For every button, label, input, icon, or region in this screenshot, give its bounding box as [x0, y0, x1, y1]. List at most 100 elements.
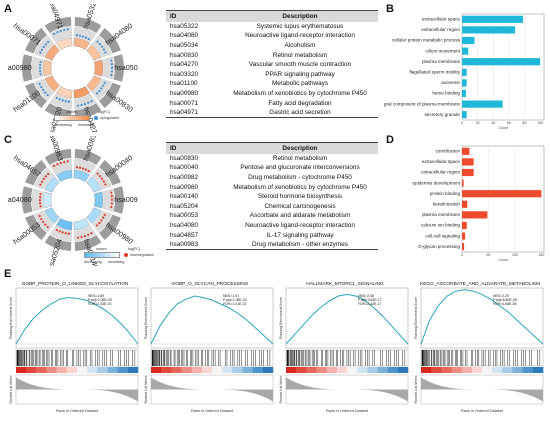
gsea-rank-color-cell: [357, 367, 368, 373]
circos-gene-dot: [47, 172, 50, 176]
gsea-rank-color-cell: [252, 367, 264, 373]
circos-gene-dot: [84, 168, 88, 171]
circos-zscore-segment: [86, 75, 102, 92]
gsea-es-frame: [285, 287, 409, 349]
table-row: hsa00140 Steroid hormone biosynthesis: [166, 192, 378, 202]
circos-gene-dot: [110, 66, 114, 69]
circos-gene-dot: [59, 29, 62, 33]
circos-outer-segment: [44, 17, 72, 34]
circos-gene-dot: [110, 191, 113, 194]
circos-gene-dot: [84, 36, 88, 39]
bar: [462, 147, 470, 155]
circos-gene-dot: [96, 40, 99, 43]
circos-gene-dot: [42, 88, 45, 92]
circos-gene-dot: [39, 192, 42, 196]
table-row: hsa00830 Retinol metabolism: [166, 154, 378, 164]
gsea-rank-color-cell: [201, 367, 213, 373]
gsea-nes: NES=1.91: [223, 294, 239, 298]
gsea-es-line: [420, 289, 544, 345]
gsea-rank-color-cell: [471, 367, 483, 373]
gsea-y-label-top: Running Enrichment Score: [414, 297, 418, 339]
kegg-table-a: ID Description hsa05322 Systemic lupus er…: [166, 10, 378, 118]
circos-pathway-label: hsa05034: [114, 63, 138, 72]
circos-track-segment: [102, 188, 115, 212]
circos-gene-dot: [38, 67, 42, 70]
table-row: hsa04080 Neuroactive ligand-receptor inte…: [166, 31, 378, 41]
circos-gene-dot: [75, 34, 79, 37]
gsea-rank-color-cell: [482, 367, 493, 373]
bar-x-tick-label: 150: [538, 253, 544, 257]
gsea-es-frame: [420, 287, 544, 349]
circos-pathway-label: hsa00980: [8, 63, 32, 72]
table-a-description-cell: Fatty acid degradation: [268, 99, 332, 107]
bar-category-label: extracellular space: [422, 159, 461, 164]
bar-chart-b: 0 20 40 60 80 100 extracellular space extracell…: [384, 13, 545, 130]
gsea-fdr: FDR=1.01E-02: [223, 302, 246, 306]
bar-category-label: keratinization: [433, 202, 461, 207]
gsea-rank-color-cell: [87, 367, 98, 373]
circos-zscore-segment: [56, 218, 73, 231]
circos-gene-dot: [42, 177, 45, 181]
table-a-description-cell: Systemic lupus erythematosus: [256, 22, 344, 30]
bar-x-tick-label: 0: [461, 121, 463, 125]
gsea-x-label: Rank in Ordered Dataset: [326, 409, 369, 413]
circos-zscore-segment: [56, 169, 73, 182]
table-c-description-cell: Steroid hormone biosynthesis: [257, 193, 343, 201]
table-row: hsa00982 Drug metabolism - cytochrome P45…: [166, 173, 378, 183]
legend-c-fc-title: log(FC): [128, 247, 140, 251]
table-row: hsa00071 Fatty acid degradation: [166, 98, 378, 108]
gsea-rank-color-cell: [66, 367, 78, 373]
table-a-id-cell: hsa00980: [170, 89, 199, 97]
table-row: hsa04971 Gastric acid secretion: [166, 107, 378, 118]
legend-c: zscore decreasing increasing log(FC) dow…: [84, 247, 204, 269]
table-c-description-cell: Drug metabolism - other enzymes: [222, 239, 378, 250]
circos-zscore-segment: [86, 207, 102, 224]
circos-gene-dot: [96, 172, 99, 175]
bar-category-label: cell-cell signaling: [425, 233, 460, 238]
circos-gene-dot: [98, 174, 101, 178]
gsea-metric-area: [16, 377, 138, 402]
table-row: hsa00830 Retinol metabolism: [166, 50, 378, 60]
circos-gene-dot: [47, 40, 50, 44]
gsea-y-label-bottom: Ranked List Metric: [9, 375, 13, 403]
circos-zscore-segment: [42, 59, 53, 77]
circos-gene-dot: [110, 70, 113, 73]
circos-gene-dot: [39, 183, 42, 186]
circos-gene-dot: [55, 96, 58, 100]
circos-gene-dot: [46, 225, 49, 229]
gsea-rank-color-cell: [502, 367, 513, 373]
gsea-fdr: FDR=2.42E-17: [358, 302, 381, 306]
table-c-id-cell: hsa00140: [170, 193, 199, 201]
gsea-rank-color-cell: [326, 367, 338, 373]
bar-category-label: flagellated sperm motility: [409, 70, 460, 75]
gsea-rank-color-cell: [461, 367, 473, 373]
bar: [462, 168, 474, 177]
gsea-rank-color-cell: [117, 367, 129, 373]
gsea-y-label-bottom: Ranked List Metric: [144, 375, 148, 403]
bar: [462, 158, 474, 166]
gsea-rank-color-cell: [77, 367, 88, 373]
table-a-description-cell: Neuroactive ligand-receptor interaction: [245, 32, 355, 40]
table-c-description-cell: Drug metabolism - cytochrome P450: [248, 173, 352, 181]
circos-track-segment: [74, 158, 96, 175]
circos-gene-dot: [78, 34, 82, 37]
circos-gene-dot: [58, 98, 61, 101]
circos-gene-dot: [40, 217, 43, 221]
circos-gene-dot: [40, 85, 43, 89]
table-a-header-id: ID: [166, 10, 222, 22]
circos-outer-segment: [74, 149, 102, 166]
circos-gene-dot: [110, 59, 113, 62]
circos-gene-dot: [64, 100, 67, 103]
gsea-rank-color-cell: [441, 367, 452, 373]
table-row: hsa00053 Ascorbate and aldarate metabolis…: [166, 211, 378, 221]
table-a-id-cell: hsa04270: [170, 61, 199, 69]
circos-gene-dot: [38, 214, 41, 218]
circos-gene-dot: [40, 180, 44, 183]
circos-gene-dot: [90, 232, 93, 235]
circos-gene-dot: [81, 167, 85, 170]
panel-letter-c: C: [4, 134, 12, 146]
bar-category-label: integral component of plasma membrane: [384, 101, 460, 106]
bar-x-axis-title: Count: [498, 126, 507, 130]
circos-gene-dot: [100, 177, 104, 180]
bar-x-tick-label: 40: [491, 121, 495, 125]
